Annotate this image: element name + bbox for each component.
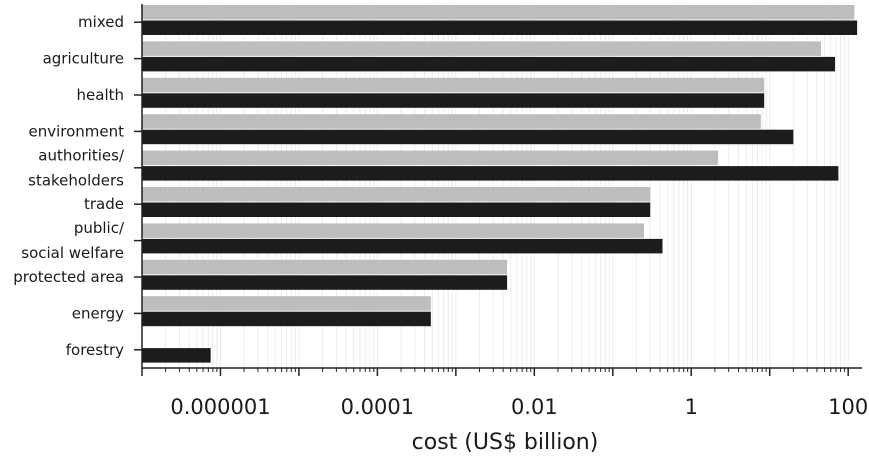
category-label: energy: [72, 304, 124, 322]
category-label: trade: [84, 195, 124, 213]
bar: [142, 20, 858, 35]
labels: mixed agriculture health environment authori…: [13, 13, 868, 419]
category-label: environment: [28, 122, 124, 140]
bar: [142, 187, 651, 202]
x-tick-label: 1: [685, 395, 698, 419]
bar: [142, 202, 651, 217]
category-label: public/: [74, 219, 125, 237]
bar: [142, 5, 855, 20]
category-label: social welfare: [21, 244, 124, 262]
bar: [142, 259, 508, 275]
bar: [142, 41, 821, 56]
category-label: agriculture: [43, 50, 124, 68]
bar: [142, 223, 645, 238]
bar: [142, 296, 431, 311]
x-tick-label: 100: [828, 395, 868, 419]
category-label: mixed: [78, 13, 124, 31]
category-label: forestry: [66, 341, 124, 359]
bar: [142, 77, 765, 93]
bar: [142, 114, 761, 129]
bar: [142, 275, 508, 290]
bar: [142, 56, 836, 72]
x-tick-label: 0.000001: [170, 395, 270, 419]
x-axis-title: cost (US$ billion): [412, 430, 599, 455]
x-tick-label: 0.0001: [341, 395, 414, 419]
bar: [142, 311, 431, 327]
axes: [134, 4, 862, 376]
category-label: authorities/: [38, 146, 125, 164]
bar: [142, 93, 765, 108]
category-label: health: [77, 86, 124, 104]
bar: [142, 150, 719, 166]
bars: [142, 5, 858, 363]
x-tick-label: 0.01: [511, 395, 558, 419]
category-label: stakeholders: [28, 171, 124, 189]
category-label: protected area: [13, 268, 124, 286]
bar: [142, 129, 794, 145]
bar: [142, 166, 839, 181]
bar: [142, 348, 211, 363]
bar: [142, 238, 663, 254]
